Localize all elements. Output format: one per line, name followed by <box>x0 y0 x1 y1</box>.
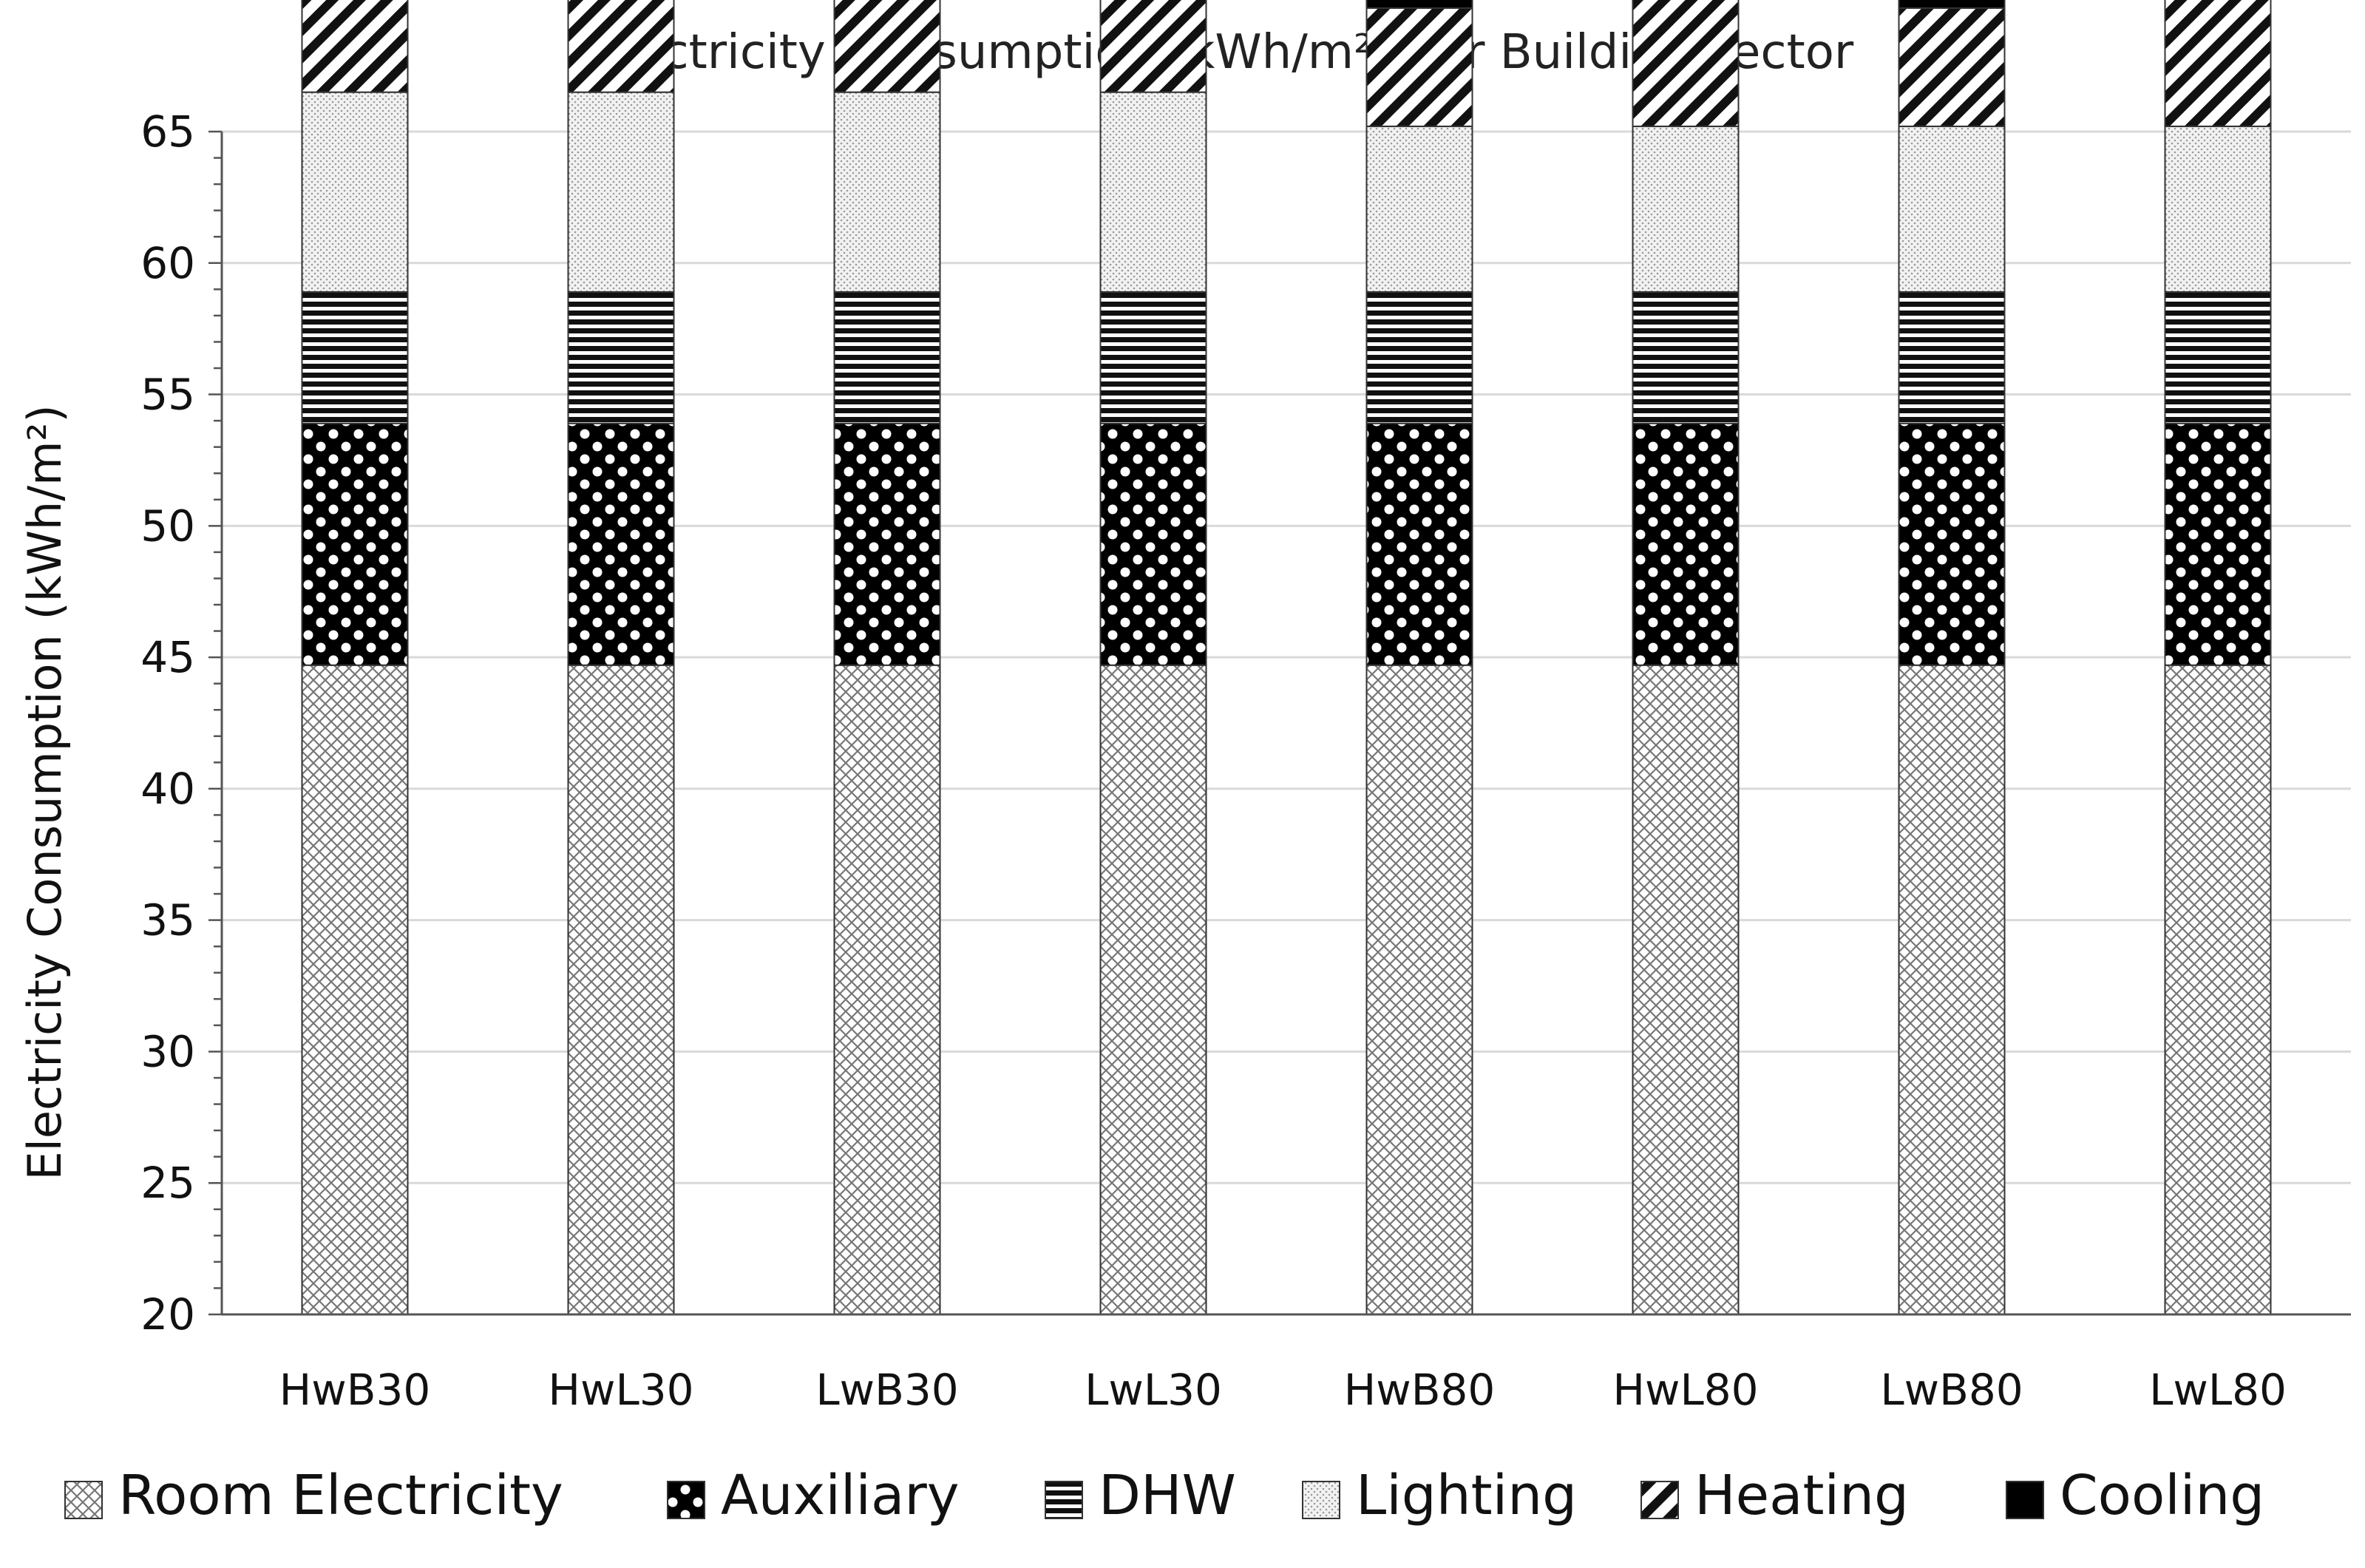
bar-segment-lighting <box>567 91 675 293</box>
legend-label: Room Electricity <box>118 1464 563 1527</box>
bar-segment-heating <box>1632 0 1740 127</box>
bar-segment-heating <box>567 0 675 93</box>
bar-segment-dhw <box>2164 291 2272 424</box>
bar-segment-dhw <box>1898 291 2006 424</box>
bar-segment-auxiliary <box>2164 422 2272 666</box>
bar-segment-lighting <box>1099 91 1207 293</box>
legend-swatch <box>2006 1481 2044 1519</box>
y-tick-label: 65 <box>140 106 195 157</box>
bar-segment-dhw <box>1632 291 1740 424</box>
bar-segment-cooling <box>1898 0 2006 9</box>
bar-segment-auxiliary <box>1632 422 1740 666</box>
bar-segment-heating <box>301 0 409 93</box>
y-tick-label: 40 <box>140 764 195 814</box>
bar-segment-lighting <box>2164 125 2272 293</box>
bar-segment-room-electricity <box>1365 664 1473 1315</box>
bar-segment-dhw <box>1099 291 1207 424</box>
bar-segment-auxiliary <box>833 422 941 666</box>
y-tick-label: 20 <box>140 1289 195 1340</box>
x-tick-label: LwB30 <box>815 1365 958 1415</box>
legend-label: Cooling <box>2060 1464 2264 1527</box>
bar-segment-room-electricity <box>1898 664 2006 1315</box>
legend-swatch <box>1045 1481 1083 1519</box>
bar-segment-lighting <box>833 91 941 293</box>
bar-segment-dhw <box>1365 291 1473 424</box>
x-tick-label: LwB80 <box>1880 1365 2023 1415</box>
legend: Room Electricity Auxiliary DHW Lighting Heat… <box>64 1464 2264 1527</box>
y-tick-label: 25 <box>140 1158 195 1208</box>
bar-segment-cooling <box>1365 0 1473 9</box>
x-tick-label: HwB30 <box>279 1365 431 1415</box>
legend-swatch <box>1640 1481 1679 1519</box>
bar-segment-auxiliary <box>1365 422 1473 666</box>
bar-segment-auxiliary <box>1099 422 1207 666</box>
bars <box>301 0 2272 1315</box>
x-tick-label: HwL30 <box>548 1365 693 1415</box>
axes: 20 25 30 35 40 45 50 55 60 65 HwB30 HwL30 LwB30 LwL30… <box>140 106 2351 1415</box>
bar-segment-room-electricity <box>567 664 675 1315</box>
y-tick-label: 45 <box>140 632 195 682</box>
bar-segment-heating <box>2164 0 2272 127</box>
bar-segment-lighting <box>1632 125 1740 293</box>
y-axis-label: Electricity Consumption (kWh/m²) <box>18 404 72 1180</box>
y-tick-label: 50 <box>140 500 195 551</box>
y-tick-label: 60 <box>140 238 195 288</box>
bar-segment-auxiliary <box>567 422 675 666</box>
bar-segment-lighting <box>1898 125 2006 293</box>
bar-segment-room-electricity <box>1099 664 1207 1315</box>
bar-segment-heating <box>1365 7 1473 127</box>
bar-segment-heating <box>833 0 941 93</box>
bar-segment-dhw <box>567 291 675 424</box>
gridlines <box>222 130 2351 1184</box>
bar-segment-dhw <box>833 291 941 424</box>
legend-swatch <box>1302 1481 1340 1519</box>
bar-segment-lighting <box>1365 125 1473 293</box>
bar-segment-auxiliary <box>1898 422 2006 666</box>
legend-label: Lighting <box>1356 1464 1577 1527</box>
x-tick-label: HwL80 <box>1612 1365 1758 1415</box>
legend-swatch <box>64 1481 103 1519</box>
bar-segment-dhw <box>301 291 409 424</box>
x-tick-label: HwB80 <box>1344 1365 1496 1415</box>
bar-segment-room-electricity <box>301 664 409 1315</box>
x-tick-label: LwL80 <box>2149 1365 2287 1415</box>
legend-label: Heating <box>1694 1464 1909 1527</box>
bar-segment-heating <box>1898 7 2006 127</box>
bar-segment-room-electricity <box>1632 664 1740 1315</box>
legend-label: Auxiliary <box>721 1464 960 1527</box>
y-tick-label: 35 <box>140 895 195 946</box>
y-tick-label: 55 <box>140 370 195 420</box>
bar-segment-lighting <box>301 91 409 293</box>
x-tick-label: LwL30 <box>1085 1365 1222 1415</box>
legend-label: DHW <box>1099 1464 1236 1527</box>
bar-segment-room-electricity <box>833 664 941 1315</box>
legend-swatch <box>667 1481 705 1519</box>
y-tick-label: 30 <box>140 1026 195 1076</box>
bar-segment-heating <box>1099 0 1207 93</box>
bar-segment-room-electricity <box>2164 664 2272 1315</box>
bar-segment-auxiliary <box>301 422 409 666</box>
